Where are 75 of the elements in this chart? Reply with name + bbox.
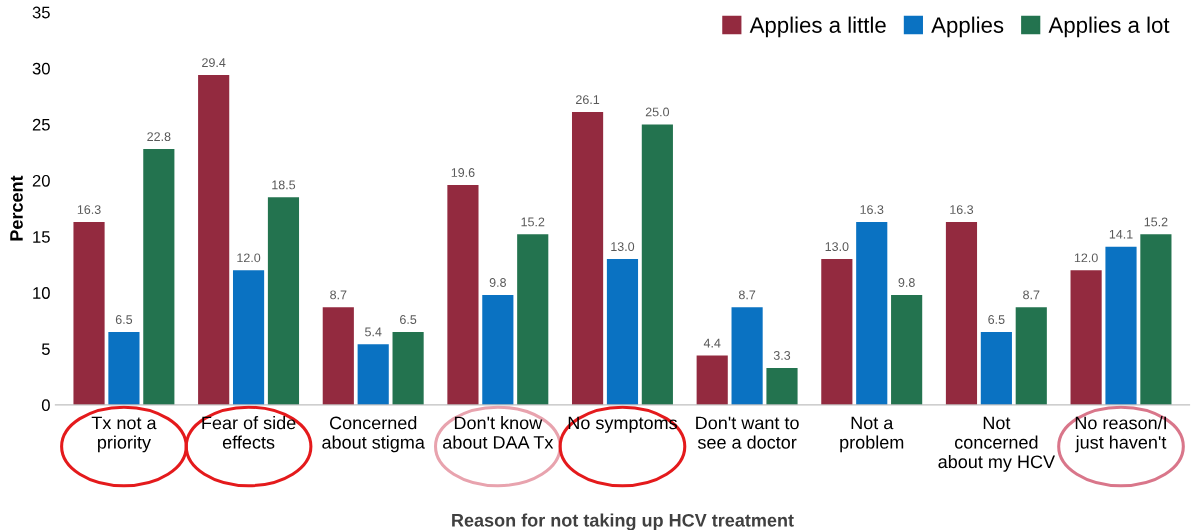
bar [1105,246,1137,405]
x-tick-label: Don't want to see a doctor [696,416,799,449]
data-label: 9.8 [898,278,915,287]
x-tick-label: Fear of side effects [202,416,296,449]
bar [108,331,140,405]
bar [980,331,1012,405]
data-label: 22.8 [147,132,171,142]
x-tick-label: Not a problem [840,416,904,453]
bar [766,367,798,405]
bar [232,270,265,405]
data-label: 5.4 [365,327,382,337]
bar [891,294,923,405]
data-label: 19.6 [451,168,475,177]
data-label: 25.0 [645,107,670,117]
bar [821,259,853,405]
data-label: 12.0 [1074,253,1098,263]
data-label: 4.4 [703,338,721,348]
y-tick-label: 35 [32,6,50,19]
x-tick-label: No reason/I just haven't [1075,416,1167,453]
x-tick-label: Tx not a priority [91,416,157,453]
y-tick-label: 25 [32,118,50,131]
data-label: 15.2 [1144,217,1168,227]
bar [696,355,728,405]
data-label: 6.5 [115,315,133,324]
bar [641,124,673,405]
bar [1015,307,1047,405]
bar [945,222,978,405]
data-label: 3.3 [773,351,791,360]
legend-label: Applies a lot [1048,16,1170,38]
data-label: 9.8 [489,278,506,287]
data-label: 16.3 [950,205,974,214]
y-tick-label: 30 [32,62,50,75]
bar [1070,270,1102,405]
data-label: 12.0 [237,253,261,263]
data-label: 16.3 [77,205,101,214]
y-tick-label: 5 [41,343,50,356]
y-tick-label: 10 [33,287,50,299]
bar [73,222,105,405]
bar [571,112,604,405]
y-axis-title: Percent [10,175,23,241]
data-label: 18.5 [272,180,296,190]
bar [606,259,639,405]
data-label: 14.1 [1109,229,1133,239]
x-axis-title: Reason for not taking up HCV treatment [452,513,794,530]
bar [357,344,389,405]
data-label: 16.3 [860,205,884,214]
x-tick-label: Concerned about stigma [322,416,425,453]
bar [198,75,230,405]
data-label: 6.5 [988,315,1005,324]
data-label: 8.7 [738,290,756,300]
data-label: 13.0 [825,242,849,252]
data-label: 13.0 [611,242,635,252]
bar [143,149,175,405]
bar [856,222,888,405]
y-tick-label: 15 [33,231,50,243]
bar [517,234,549,405]
data-label: 29.4 [202,58,226,67]
bar [322,307,354,405]
bar [267,197,300,405]
data-label: 8.7 [1023,290,1040,300]
bar [482,294,514,405]
x-tick-label: Not concerned about my HCV [938,416,1055,472]
legend-label: Applies [931,16,1004,38]
x-tick-label: Don't know about DAA Tx [443,416,554,449]
y-tick-label: 20 [32,174,50,187]
data-label: 6.5 [400,315,417,324]
bar [447,184,479,405]
data-label: 15.2 [521,217,545,227]
y-tick-label: 0 [41,399,50,412]
bar [1140,234,1172,405]
bar [731,307,763,405]
bar [392,331,424,405]
data-label: 8.7 [330,290,347,300]
legend-label: Applies a little [749,16,886,38]
data-label: 26.1 [576,95,600,105]
